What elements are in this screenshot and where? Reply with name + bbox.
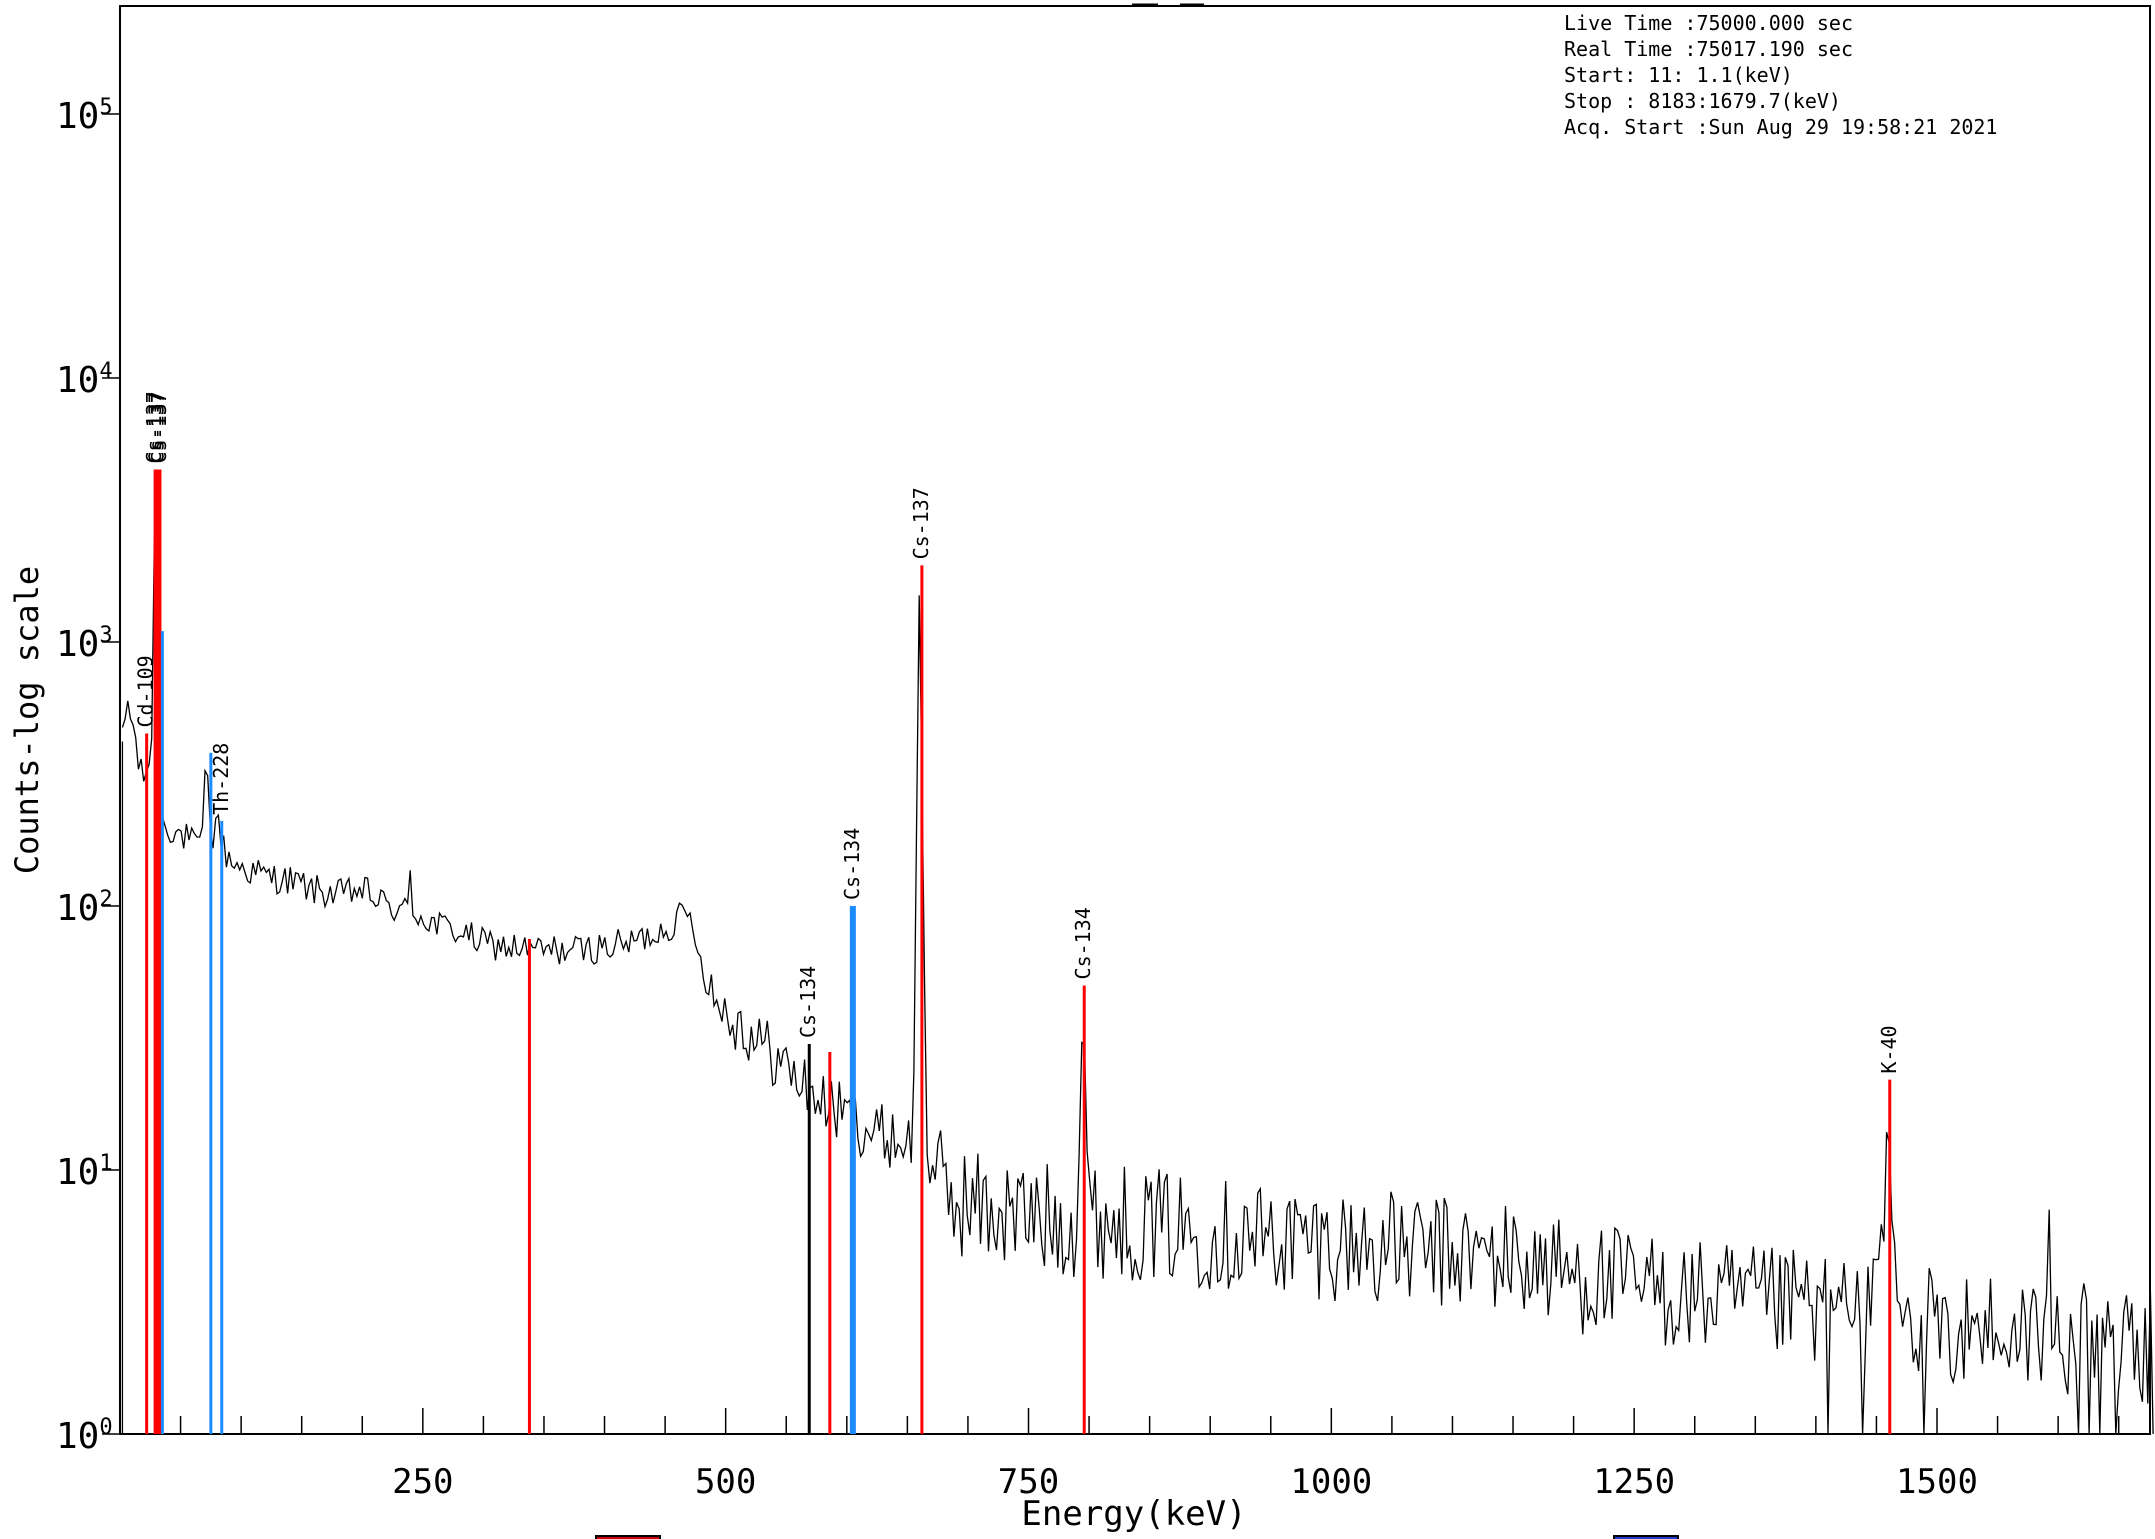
x-tick-label: 1000 [1290,1462,1372,1502]
info-line: Real Time :75017.190 sec [1564,37,1853,61]
x-tick-label: 750 [998,1462,1059,1502]
y-tick-label: 104 [56,359,113,401]
x-tick-label: 1500 [1896,1462,1978,1502]
info-line: Start: 11: 1.1(keV) [1564,63,1793,87]
legend [595,1535,1679,1539]
legend-swatch [1613,1535,1679,1539]
y-tick-label: 100 [56,1415,113,1457]
info-line: Stop : 8183:1679.7(keV) [1564,89,1841,113]
y-tick-label: 103 [56,623,113,665]
peak-label: Cs-137 [147,391,171,463]
y-tick-base: 10 [56,624,99,665]
legend-swatch [595,1535,661,1539]
peaks-layer: Cd-109Cs-137Cs-137Cs-137Th-228Cs-134Cs-1… [134,391,1901,1434]
text-layer: Energy(keV) Counts-log scale [8,566,1247,1534]
peak-label: Cs-137 [145,391,169,463]
peak-label: Cs-137 [142,391,166,463]
peak-label: K-40 [1877,1025,1901,1073]
y-tick-label: 101 [56,1151,113,1193]
y-tick-exponent: 5 [99,95,112,120]
peak-label: Cs-134 [1071,907,1095,979]
y-tick-base: 10 [56,1152,99,1193]
x-tick-label: 250 [392,1462,453,1502]
x-axis-label: Energy(keV) [1021,1494,1246,1534]
y-axis-label: Counts-log scale [8,566,46,874]
plot-frame [119,5,2151,1435]
y-tick-label: 105 [56,95,113,137]
peak-label: Th-228 [209,743,233,815]
spectrum-line [121,535,2154,1435]
y-tick-base: 10 [56,888,99,929]
plot-layer [121,535,2154,1435]
y-tick-base: 10 [56,1416,99,1457]
x-tick-label: 1250 [1593,1462,1675,1502]
info-line: Acq. Start :Sun Aug 29 19:58:21 2021 [1564,115,1997,139]
y-tick-base: 10 [56,360,99,401]
y-tick-exponent: 2 [99,887,112,912]
y-tick-label: 102 [56,887,113,929]
info-line: Live Time :75000.000 sec [1564,11,1853,35]
y-tick-base: 10 [56,96,99,137]
peak-label: Cs-134 [840,828,864,900]
peak-label: Cs-137 [909,487,933,559]
peak-label: Cs-134 [796,966,820,1038]
y-tick-exponent: 3 [99,623,112,648]
y-tick-exponent: 0 [99,1415,112,1440]
y-tick-exponent: 1 [99,1151,112,1176]
x-tick-label: 500 [695,1462,756,1502]
y-tick-exponent: 4 [99,359,112,384]
